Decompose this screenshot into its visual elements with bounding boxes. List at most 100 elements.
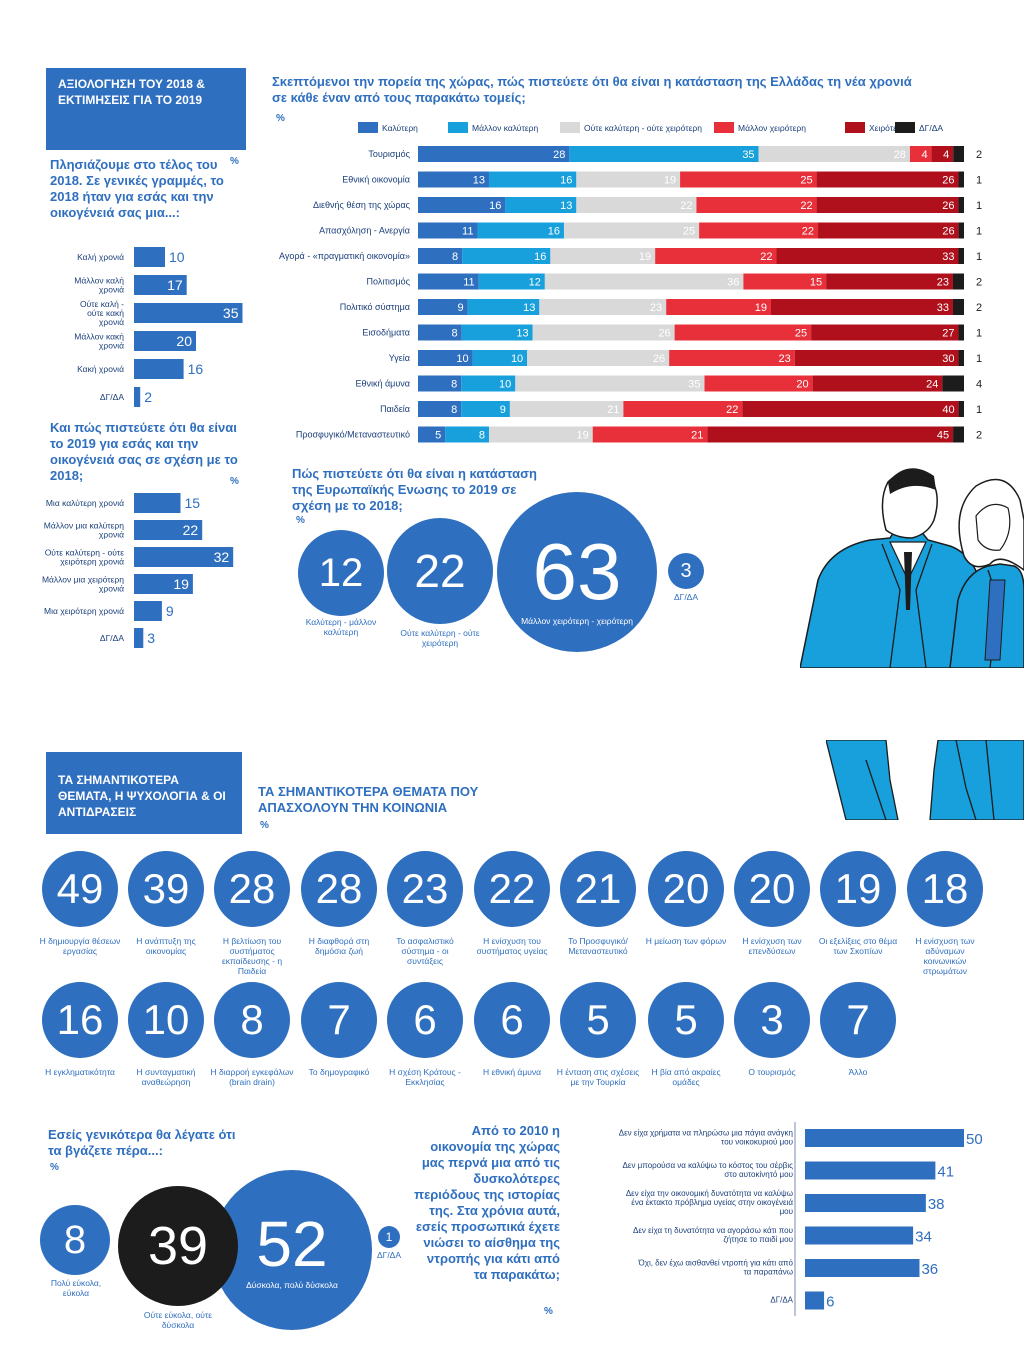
issue-label-2: Η βελτίωση του συστήματος εκπαίδευσης - … [221, 936, 283, 976]
segment-value-4-2: 19 [639, 251, 651, 263]
segment-value-8-1: 10 [511, 353, 523, 365]
sectors-chart: Καλύτερη Μάλλον καλύτερη Ούτε καλύτερη - ο… [279, 122, 982, 443]
segment-value-1-0: 13 [473, 175, 485, 187]
issue-label-4: Το ασφαλιστικό σύστημα - οι συντάξεις [396, 936, 454, 966]
segment-1-3 [680, 171, 817, 188]
segment-0-3 [909, 146, 932, 162]
legend-label-3: Μάλλον χειρότερη [738, 123, 806, 133]
dk-value-6: 2 [976, 302, 982, 314]
makeends-circle-easy: 8 [40, 1205, 110, 1275]
segment-1-0 [418, 171, 489, 188]
makeends-value-neither: 39 [147, 1216, 209, 1276]
eu-circle-same: 22 [387, 518, 493, 624]
segment-value-2-0: 16 [489, 200, 501, 212]
segment-value-3-1: 16 [548, 226, 560, 238]
segment-value-4-1: 16 [534, 251, 546, 263]
section2-banner-text: ΤΑ ΣΗΜΑΝΤΙΚΟΤΕΡΑ ΘΕΜΑΤΑ, Η ΨΥΧΟΛΟΓΙΑ & Ο… [58, 773, 226, 819]
segment-9-5 [942, 375, 964, 392]
eu-value-worse: 63 [532, 527, 622, 616]
bar-label-0: Μια καλύτερη χρονιά [46, 498, 124, 508]
segment-8-1 [472, 350, 528, 366]
sector-label-1: Εθνική οικονομία [342, 175, 410, 185]
issue-label-7: Η μείωση των φόρων [645, 936, 727, 946]
legend-swatch-0 [358, 122, 378, 133]
makeends-value-dk: 1 [385, 1230, 393, 1244]
issue-circle-18: 5 [648, 982, 724, 1058]
segment-value-3-0: 11 [462, 226, 473, 238]
eu-label-better: Καλύτερη - μάλλον καλύτερη [305, 617, 377, 637]
segment-2-3 [696, 197, 817, 213]
shame-bar-1 [805, 1161, 936, 1180]
issue-label-20: Άλλο [848, 1067, 868, 1077]
segment-value-9-1: 10 [499, 379, 511, 391]
segment-value-9-0: 8 [451, 379, 457, 391]
segment-value-11-0: 5 [435, 430, 441, 442]
segment-7-4 [811, 324, 959, 341]
dk-value-10: 1 [976, 404, 982, 416]
segment-3-2 [563, 222, 700, 239]
segment-7-1 [461, 324, 533, 341]
sector-label-0: Τουρισμός [368, 149, 410, 159]
bar-3 [134, 331, 196, 351]
issue-circle-9: 19 [820, 851, 896, 927]
segment-value-11-2: 19 [576, 430, 588, 442]
makeends-circle-dk: 1 [378, 1226, 400, 1248]
legend-label-4: Χειρότερη [869, 123, 907, 133]
segment-value-11-3: 21 [691, 430, 703, 442]
issues-title: ΤΑ ΣΗΜΑΝΤΙΚΟΤΕΡΑ ΘΕΜΑΤΑ ΠΟΥ ΑΠΑΣΧΟΛΟΥΝ Τ… [258, 784, 479, 815]
eu-value-same: 22 [414, 545, 466, 597]
year2018-question: Πλησιάζουμε στο τέλος του 2018. Σε γενικ… [50, 157, 224, 220]
segment-10-3 [623, 401, 743, 417]
issue-circle-2: 28 [214, 851, 290, 927]
bar-2 [134, 547, 234, 567]
section2-banner: ΤΑ ΣΗΜΑΝΤΙΚΟΤΕΡΑ ΘΕΜΑΤΑ, Η ΨΥΧΟΛΟΓΙΑ & Ο… [46, 752, 242, 834]
shame-value-3: 34 [915, 1229, 932, 1246]
dk-value-11: 2 [976, 430, 982, 442]
bar-label-4: Κακή χρονιά [77, 364, 124, 374]
sector-label-8: Υγεία [389, 353, 410, 363]
issue-circle-12: 10 [128, 982, 204, 1058]
bar-label-0: Καλή χρονιά [77, 252, 124, 262]
makeends-label-dk: ΔΓ/ΔΑ [376, 1250, 402, 1260]
legend-label-0: Καλύτερη [382, 123, 418, 133]
segment-value-2-3: 22 [800, 200, 812, 212]
segment-3-4 [818, 222, 959, 239]
issue-label-17: Η ένταση στις σχέσεις με την Τουρκία [556, 1067, 640, 1087]
segment-4-2 [550, 248, 656, 264]
segment-5-3 [743, 273, 827, 290]
issue-label-1: Η ανάπτυξη της οικονομίας [136, 936, 196, 956]
section1-banner-text: ΑΞΙΟΛΟΓΗΣΗ ΤΟΥ 2018 & ΕΚΤΙΜΗΣΕΙΣ ΓΙΑ ΤΟ … [58, 77, 205, 107]
bar-1 [134, 520, 203, 540]
bar-0 [134, 493, 181, 513]
segment-3-5 [958, 222, 964, 239]
sector-label-7: Εισοδήματα [362, 328, 410, 338]
sector-label-2: Διεθνής θέση της χώρας [313, 200, 411, 210]
issue-label-0: Η δημιουργία θέσεων εργασίας [39, 936, 121, 956]
legend-swatch-1 [448, 122, 468, 133]
issue-circle-1: 39 [128, 851, 204, 927]
sector-label-10: Παιδεία [380, 404, 410, 414]
year2018-unit: % [230, 156, 239, 167]
segment-4-0 [418, 248, 463, 264]
segment-value-10-2: 21 [607, 404, 619, 416]
segment-4-1 [462, 248, 551, 264]
sectors-unit: % [276, 113, 285, 124]
segment-value-5-3: 15 [810, 277, 822, 289]
sector-label-5: Πολιτισμός [367, 277, 411, 287]
issues-unit: % [260, 820, 269, 831]
segment-7-0 [418, 324, 462, 341]
issue-circle-16: 6 [474, 982, 550, 1058]
segment-7-3 [674, 324, 812, 341]
bar-value-5: 3 [147, 630, 155, 646]
segment-value-2-4: 26 [942, 200, 954, 212]
legend-swatch-4 [845, 122, 865, 133]
segment-2-4 [816, 197, 959, 213]
segment-9-4 [812, 375, 943, 392]
shame-value-2: 38 [928, 1196, 945, 1213]
segment-6-0 [418, 299, 468, 315]
segment-2-1 [505, 197, 577, 213]
issue-circle-11: 16 [42, 982, 118, 1058]
issue-circle-4: 23 [387, 851, 463, 927]
makeends-circle-hard: 52 [212, 1170, 372, 1330]
shame-bar-4 [805, 1259, 920, 1277]
